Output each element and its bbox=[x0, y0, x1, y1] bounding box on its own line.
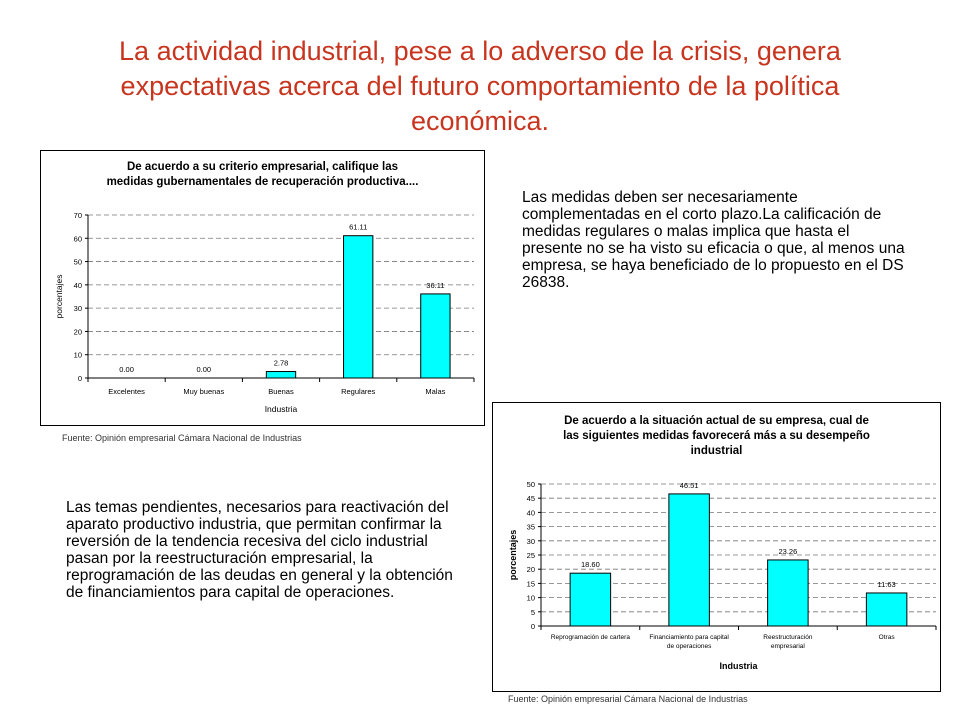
y-tick-label: 25 bbox=[527, 551, 535, 560]
y-axis-title: porcentajes bbox=[508, 530, 518, 581]
commentary-paragraph: Las medidas deben ser necesariamente com… bbox=[522, 189, 905, 291]
bar bbox=[420, 293, 451, 379]
chart-industry-rating: De acuerdo a su criterio empresarial, ca… bbox=[40, 150, 485, 426]
x-tick-label: Excelentes bbox=[108, 387, 145, 396]
y-tick-label: 35 bbox=[527, 523, 535, 532]
bar bbox=[865, 592, 908, 627]
y-axis-title: porcentajes bbox=[54, 275, 64, 319]
page-title: La actividad industrial, pese a lo adver… bbox=[119, 36, 841, 136]
y-tick-label: 0 bbox=[531, 622, 535, 631]
chart-title-line: De acuerdo a la situación actual de su e… bbox=[564, 415, 869, 427]
x-tick-label: Malas bbox=[425, 387, 445, 396]
x-tick-label: empresarial bbox=[771, 643, 806, 650]
y-tick-label: 10 bbox=[527, 594, 535, 603]
y-tick-label: 50 bbox=[74, 258, 82, 267]
data-label: 61.11 bbox=[349, 223, 367, 232]
source-note: Fuente: Opinión empresarial Cámara Nacio… bbox=[62, 433, 302, 443]
bar bbox=[569, 572, 612, 627]
y-tick-label: 70 bbox=[74, 211, 82, 220]
bar bbox=[767, 559, 809, 627]
y-tick-label: 30 bbox=[74, 304, 82, 313]
bar bbox=[668, 493, 710, 627]
data-label: 2.78 bbox=[274, 359, 289, 368]
chart-favored-measures: De acuerdo a la situación actual de su e… bbox=[492, 402, 941, 692]
x-tick-label: Regulares bbox=[341, 387, 375, 396]
y-tick-label: 5 bbox=[531, 608, 535, 617]
data-label: 0.00 bbox=[196, 365, 211, 374]
chart-plot: 0 10 20 30 40 50 60 70 0.00 Excelentes 0.00 Muy bue… bbox=[54, 211, 475, 414]
data-label: 11.63 bbox=[878, 580, 896, 589]
chart-title-line: las siguientes medidas favorecerá más a … bbox=[563, 430, 870, 442]
y-tick-label: 40 bbox=[74, 281, 82, 290]
bar bbox=[343, 235, 374, 379]
commentary-paragraph: Las temas pendientes, necesarios para re… bbox=[66, 499, 453, 601]
chart-title-line: De acuerdo a su criterio empresarial, ca… bbox=[126, 161, 398, 173]
x-tick-label: de operaciones bbox=[667, 643, 712, 650]
y-tick-label: 15 bbox=[527, 579, 535, 588]
x-tick-label: Buenas bbox=[268, 387, 294, 396]
x-tick-label: Otras bbox=[879, 634, 896, 641]
y-tick-label: 0 bbox=[78, 374, 82, 383]
chart-title-line: medidas gubernamentales de recuperación … bbox=[106, 176, 419, 188]
data-label: 36.11 bbox=[426, 281, 444, 290]
x-tick-label: Reprogramación de cartera bbox=[551, 634, 631, 641]
data-label: 23.26 bbox=[778, 547, 797, 556]
data-label: 46.51 bbox=[680, 481, 699, 490]
source-note: Fuente: Opinión empresarial Cámara Nacio… bbox=[508, 694, 748, 704]
x-tick-label: Muy buenas bbox=[183, 387, 224, 396]
y-tick-label: 10 bbox=[74, 351, 82, 360]
y-tick-label: 30 bbox=[527, 537, 535, 546]
chart-title-line: industrial bbox=[690, 445, 743, 457]
chart-title: De acuerdo a su criterio empresarial, ca… bbox=[41, 160, 484, 190]
y-tick-label: 45 bbox=[527, 494, 535, 503]
y-tick-label: 20 bbox=[527, 565, 535, 574]
chart-plot: 0 5 10 15 20 25 30 35 40 45 50 18.60 Reprogramación … bbox=[508, 480, 937, 671]
chart-title: De acuerdo a la situación actual de su e… bbox=[493, 414, 940, 459]
y-tick-label: 40 bbox=[527, 508, 535, 517]
y-tick-label: 50 bbox=[527, 480, 535, 489]
x-axis-title: Industria bbox=[719, 661, 758, 671]
y-tick-label: 60 bbox=[74, 234, 82, 243]
bar bbox=[265, 371, 297, 379]
data-label: 18.60 bbox=[581, 560, 600, 569]
x-tick-label: Reestructuración bbox=[763, 634, 813, 641]
data-label: 0.00 bbox=[119, 365, 134, 374]
x-axis-title: Industria bbox=[265, 404, 298, 414]
x-tick-label: Financiamiento para capital bbox=[649, 634, 729, 641]
y-tick-label: 20 bbox=[74, 327, 82, 336]
